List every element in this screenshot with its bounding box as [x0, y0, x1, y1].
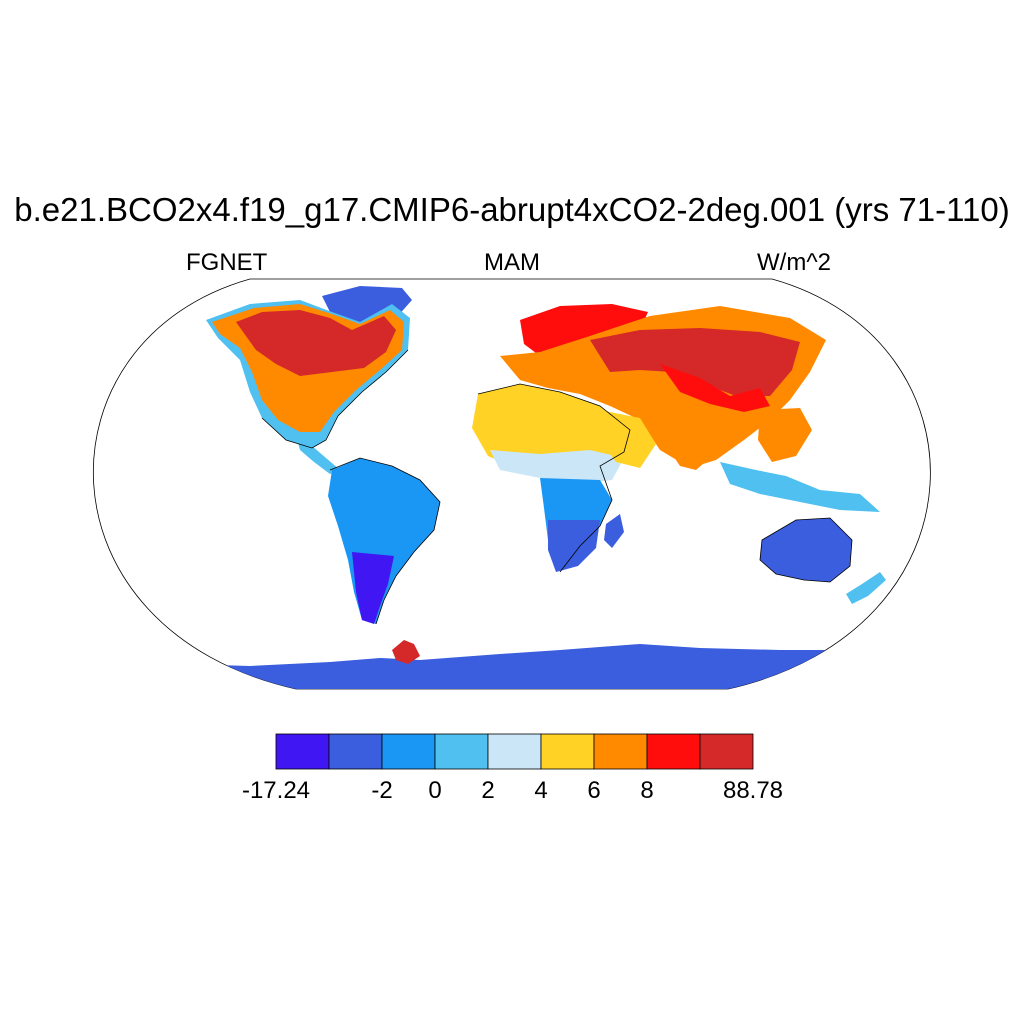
colorbar-box	[328, 733, 383, 770]
colorbar-tick-label: 8	[640, 777, 653, 804]
region-new-zealand	[846, 572, 886, 604]
region-africa-south	[548, 520, 600, 572]
region-australia	[760, 518, 852, 582]
region-siberia	[590, 328, 800, 396]
colorbar-box	[275, 733, 330, 770]
colorbar-tick-label: -2	[371, 777, 392, 804]
colorbar-box	[540, 733, 595, 770]
colorbar-tick-label: 2	[481, 777, 494, 804]
units-label: W/m^2	[757, 249, 831, 276]
land-regions	[93, 286, 931, 689]
colorbar-tick-label: 0	[428, 777, 441, 804]
region-antarctic-peninsula	[392, 640, 420, 664]
region-antarctica	[93, 644, 931, 689]
colorbar-tick-label: 4	[534, 777, 547, 804]
region-north-america-arctic	[236, 310, 396, 376]
region-central-asia-red	[660, 364, 770, 412]
region-south-america-south	[352, 552, 394, 624]
colorbar-box	[381, 733, 436, 770]
colorbar-box	[593, 733, 648, 770]
plot-title: b.e21.BCO2x4.f19_g17.CMIP6-abrupt4xCO2-2…	[14, 191, 1010, 228]
colorbar-tick-label: -17.24	[242, 777, 310, 804]
colorbar-box	[646, 733, 701, 770]
region-india	[664, 430, 712, 470]
center-label: MAM	[484, 249, 540, 276]
colorbar-tick-label: 88.78	[723, 777, 783, 804]
colorbar-tick-label: 6	[587, 777, 600, 804]
region-madagascar	[604, 514, 624, 548]
left-label: FGNET	[186, 249, 268, 276]
region-europe-north	[520, 304, 648, 356]
colorbar-box	[434, 733, 489, 770]
coastlines	[261, 349, 853, 625]
region-africa-equator	[490, 450, 624, 484]
colorbar-boxes	[275, 733, 754, 770]
colorbar-labels: -17.24 -2 0 2 4 6 8 88.78	[242, 777, 783, 804]
region-africa-north	[472, 384, 630, 470]
colorbar-box	[699, 733, 754, 770]
region-arabia	[600, 410, 656, 468]
region-southeast-asia	[720, 462, 880, 512]
region-central-america	[296, 436, 340, 474]
region-east-asia	[758, 408, 812, 462]
colorbar-box	[487, 733, 542, 770]
